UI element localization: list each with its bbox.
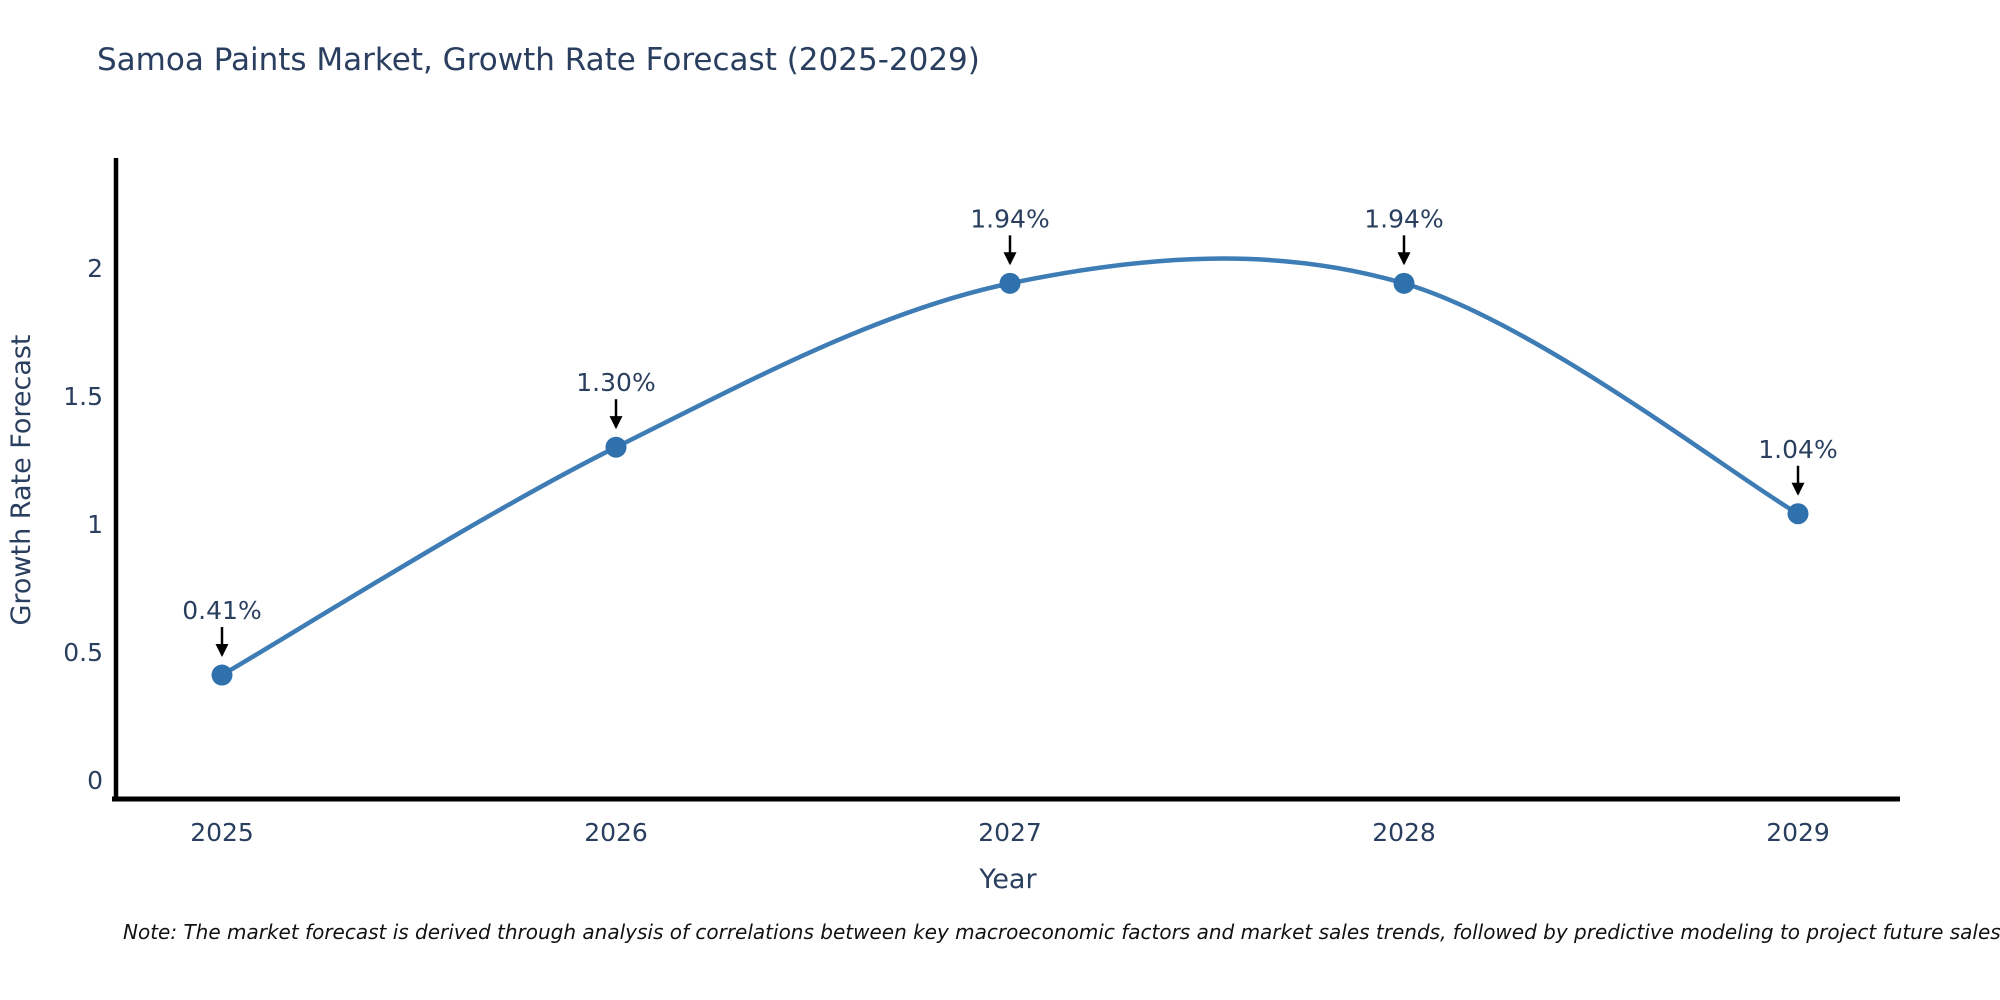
annotation-label: 1.94%: [970, 204, 1049, 233]
y-tick-label: 1: [87, 510, 103, 539]
data-point-2027: [999, 272, 1021, 294]
data-point-2029: [1787, 503, 1809, 525]
x-tick-label: 2028: [1372, 818, 1436, 847]
x-tick-label: 2027: [978, 818, 1042, 847]
annotation-label: 1.04%: [1758, 435, 1837, 464]
annotation-label: 1.94%: [1364, 204, 1443, 233]
annotation-label: 1.30%: [576, 368, 655, 397]
data-point-2026: [605, 436, 627, 458]
y-axis-title: Growth Rate Forecast: [6, 334, 37, 625]
annotation-label: 0.41%: [182, 596, 261, 625]
data-point-2025: [211, 664, 233, 686]
x-tick-label: 2029: [1766, 818, 1830, 847]
y-tick-label: 0.5: [63, 638, 103, 667]
y-tick-label: 0: [87, 766, 103, 795]
y-tick-label: 2: [87, 254, 103, 283]
x-tick-label: 2026: [584, 818, 648, 847]
y-tick-label: 1.5: [63, 382, 103, 411]
chart-title: Samoa Paints Market, Growth Rate Forecas…: [97, 42, 980, 78]
x-axis-title: Year: [978, 864, 1037, 895]
footnote: Note: The market forecast is derived thr…: [123, 920, 2000, 944]
growth-line: [219, 256, 1801, 678]
x-tick-label: 2025: [190, 818, 254, 847]
data-point-2028: [1393, 272, 1415, 294]
